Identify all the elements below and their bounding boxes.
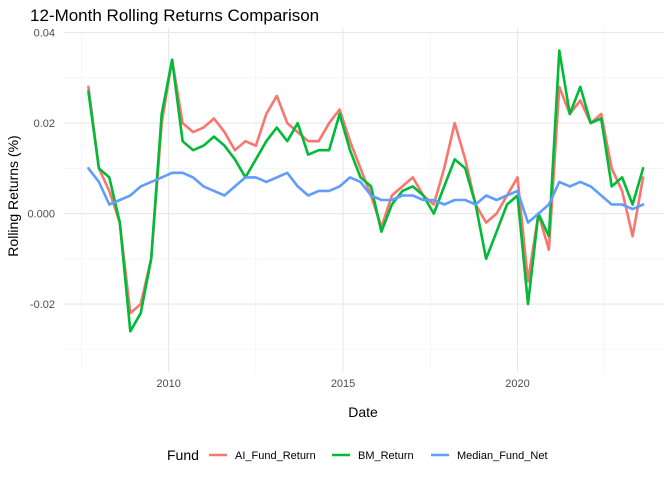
legend-label-median-fund-net: Median_Fund_Net bbox=[457, 450, 548, 462]
grid-major bbox=[64, 28, 664, 372]
y-tick-label: 0.000 bbox=[27, 209, 55, 221]
legend-label-ai-fund-return: AI_Fund_Return bbox=[235, 450, 316, 462]
y-tick-label: 0.04 bbox=[34, 28, 55, 40]
legend: Fund AI_Fund_Return BM_Return Median_Fund_… bbox=[167, 447, 548, 463]
series-line-median-fund-net bbox=[87, 167, 645, 224]
legend-label-bm-return: BM_Return bbox=[358, 450, 414, 462]
legend-title: Fund bbox=[167, 447, 199, 463]
y-tick-label: 0.02 bbox=[34, 118, 55, 130]
chart-title: 12-Month Rolling Returns Comparison bbox=[30, 6, 319, 25]
x-tick-labels: 2010 2015 2020 bbox=[156, 378, 529, 390]
y-tick-labels: -0.02 0.000 0.02 0.04 bbox=[27, 28, 55, 312]
x-tick-label: 2020 bbox=[505, 378, 529, 390]
x-tick-label: 2010 bbox=[156, 378, 180, 390]
series-layer bbox=[87, 49, 645, 333]
y-tick-label: -0.02 bbox=[30, 299, 55, 311]
y-axis-title: Rolling Returns (%) bbox=[5, 135, 21, 256]
grid-minor bbox=[64, 28, 664, 372]
series-line-bm-return bbox=[87, 49, 645, 333]
x-tick-label: 2015 bbox=[331, 378, 355, 390]
x-axis-title: Date bbox=[348, 404, 378, 420]
